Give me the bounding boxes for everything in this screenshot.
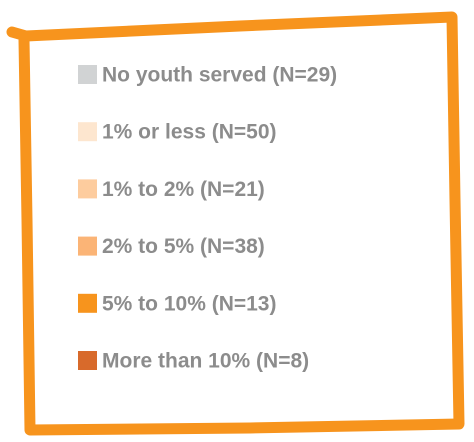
legend-swatch xyxy=(78,65,97,84)
hand-drawn-border xyxy=(6,11,465,436)
legend-swatch xyxy=(78,351,97,370)
legend-items: No youth served (N=29) 1% or less (N=50) 1… xyxy=(78,64,337,373)
legend-label: 2% to 5% (N=38) xyxy=(102,235,265,258)
legend-label: 5% to 10% (N=13) xyxy=(102,292,276,315)
legend-label: 1% or less (N=50) xyxy=(102,121,277,144)
legend-swatch xyxy=(78,236,97,256)
legend-label: No youth served (N=29) xyxy=(102,64,337,87)
legend-swatch xyxy=(78,179,97,199)
legend-label: More than 10% (N=8) xyxy=(102,350,309,373)
legend-swatch xyxy=(78,122,97,142)
legend-label: 1% to 2% (N=21) xyxy=(102,178,265,201)
legend-swatch xyxy=(78,293,97,313)
